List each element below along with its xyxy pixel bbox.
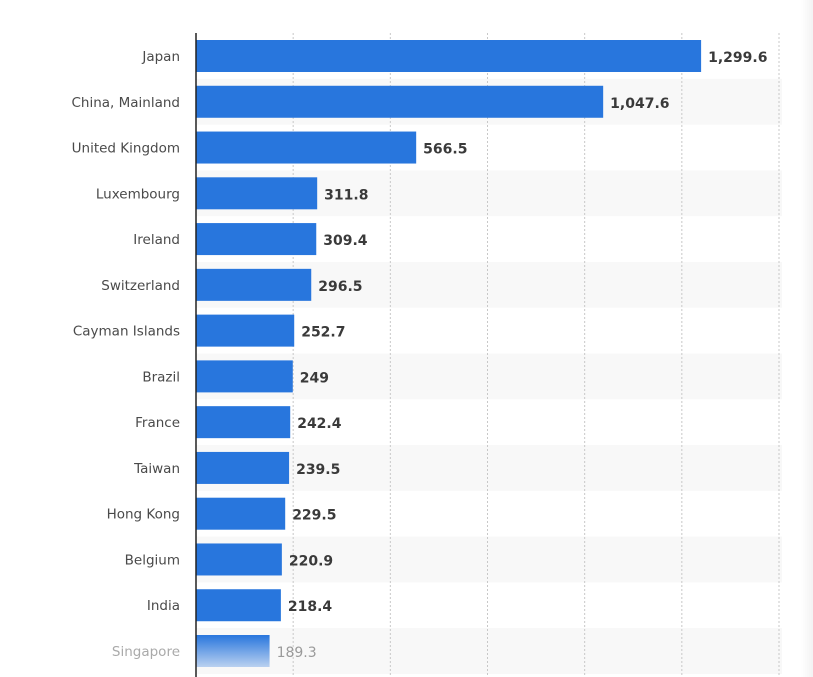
bar [196,177,318,210]
value-label: 566.5 [423,142,467,158]
bar [196,543,282,576]
bar [196,223,317,256]
value-label: 296.5 [318,279,362,295]
row-band [196,536,782,583]
value-label: 229.5 [292,508,336,524]
bar [196,131,417,164]
category-label: Switzerland [101,278,180,294]
category-label: Ireland [133,232,180,248]
bar [196,589,281,622]
bar [196,406,291,439]
category-label: China, Mainland [71,95,180,111]
value-label: 242.4 [297,416,342,432]
value-label: 309.4 [323,233,368,249]
category-label: Japan [141,49,180,65]
category-label: Brazil [142,369,180,385]
category-label: Belgium [125,552,180,568]
value-label: 249 [300,370,329,386]
category-label: France [135,415,180,431]
bar [196,635,270,668]
bar [196,314,295,347]
category-label: India [147,598,180,614]
scroll-shadow [801,0,813,677]
value-label: 220.9 [289,553,333,569]
value-label: 252.7 [301,325,345,341]
value-label: 189.3 [277,645,317,661]
category-label: Singapore [112,644,180,660]
bar [196,268,312,301]
category-label: Taiwan [133,461,180,477]
bar [196,85,604,118]
value-label: 1,299.6 [708,50,767,66]
row-band [196,445,782,491]
category-label: Luxembourg [96,186,180,202]
bar [196,497,286,530]
category-label: United Kingdom [72,141,180,157]
value-label: 239.5 [296,462,340,478]
bar [196,360,293,393]
category-label: Hong Kong [107,507,180,523]
value-label: 218.4 [288,599,333,615]
value-label: 1,047.6 [610,96,669,112]
bar [196,40,702,72]
value-label: 311.8 [324,187,368,203]
bar [196,451,290,484]
category-label: Cayman Islands [73,324,180,340]
